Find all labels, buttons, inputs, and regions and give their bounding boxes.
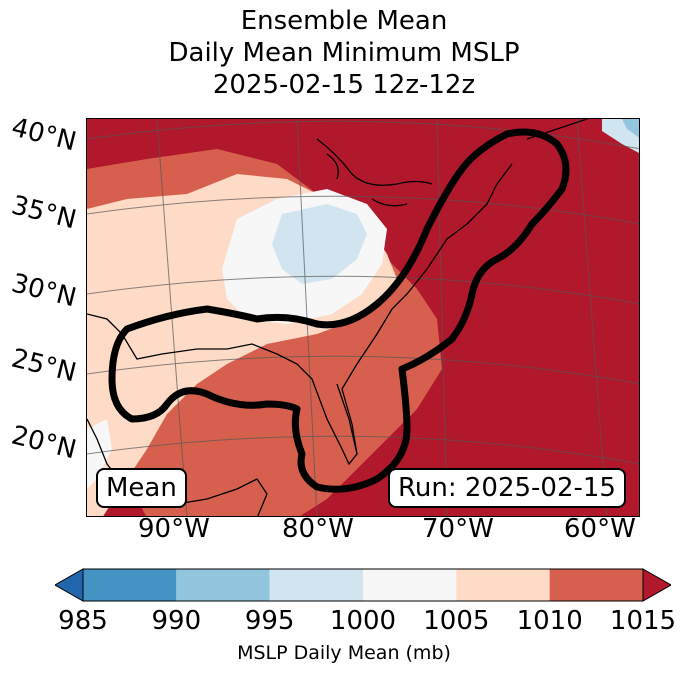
colorbar-segment bbox=[549, 569, 643, 601]
colorbar-tick-label: 1015 bbox=[609, 606, 677, 636]
colorbar bbox=[55, 568, 671, 602]
pressure-map bbox=[86, 118, 640, 517]
mean-badge: Mean bbox=[96, 468, 187, 508]
lat-label-40: 40°N bbox=[8, 112, 80, 158]
lon-label-90w: 90°W bbox=[138, 514, 210, 544]
colorbar-tick-label: 990 bbox=[151, 606, 202, 636]
mslp-contour bbox=[108, 128, 570, 493]
colorbar-segment bbox=[176, 569, 270, 601]
colorbar-tick-label: 1000 bbox=[329, 606, 397, 636]
colorbar-extend-low bbox=[55, 568, 84, 602]
title-line-1: Ensemble Mean bbox=[240, 6, 448, 36]
field-1000-1005-sw bbox=[87, 419, 112, 489]
map-svg bbox=[87, 119, 639, 516]
field-990-995-ne bbox=[622, 119, 639, 138]
colorbar-extend-high bbox=[642, 568, 671, 602]
colorbar-tick-label: 995 bbox=[244, 606, 295, 636]
colorbar-tick-label: 1005 bbox=[423, 606, 490, 636]
lon-label-70w: 70°W bbox=[422, 514, 494, 544]
colorbar-tick-label: 985 bbox=[58, 606, 108, 636]
run-date-badge: Run: 2025-02-15 bbox=[388, 468, 626, 508]
colorbar-segment bbox=[363, 569, 457, 601]
lat-label-35: 35°N bbox=[8, 190, 80, 236]
graticule bbox=[87, 119, 639, 516]
title-line-3: 2025-02-15 12z-12z bbox=[212, 70, 476, 100]
lat-label-20: 20°N bbox=[8, 420, 80, 466]
colorbar-segment bbox=[269, 569, 363, 601]
colorbar-segment bbox=[456, 569, 550, 601]
title-line-2: Daily Mean Minimum MSLP bbox=[168, 38, 520, 68]
lat-label-30: 30°N bbox=[8, 268, 80, 314]
colorbar-tick-label: 1010 bbox=[516, 606, 583, 636]
colorbar-label: MSLP Daily Mean (mb) bbox=[237, 642, 451, 664]
colorbar-frame bbox=[82, 568, 644, 602]
lon-label-60w: 60°W bbox=[564, 514, 636, 544]
lat-label-25: 25°N bbox=[8, 343, 80, 389]
lon-label-80w: 80°W bbox=[282, 514, 354, 544]
colorbar-segment bbox=[83, 569, 177, 601]
field-995-1000 bbox=[272, 204, 367, 284]
